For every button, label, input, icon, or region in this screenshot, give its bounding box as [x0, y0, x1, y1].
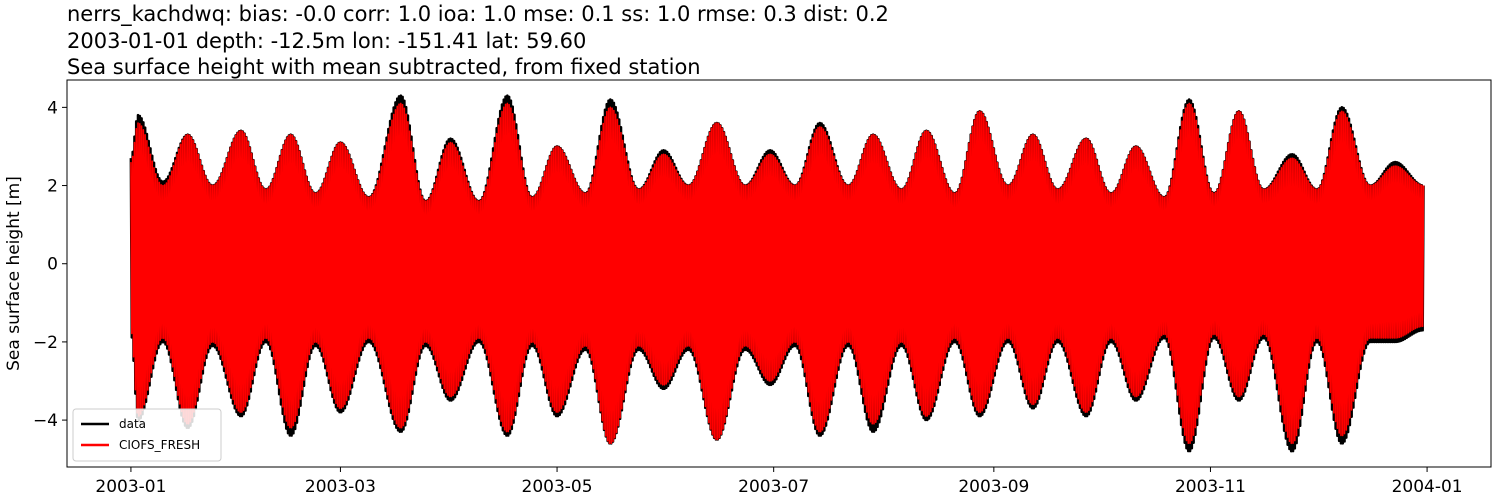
chart-title-line-2: 2003-01-01 depth: -12.5m lon: -151.41 la… — [67, 29, 587, 53]
legend-label-data: data — [119, 417, 146, 431]
x-tick-label: 2003-01 — [95, 477, 166, 497]
x-tick-label: 2003-09 — [958, 477, 1029, 497]
chart-title-line-1: nerrs_kachdwq: bias: -0.0 corr: 1.0 ioa:… — [67, 2, 889, 26]
y-tick-label: −4 — [33, 411, 58, 431]
x-tick-label: 2003-07 — [738, 477, 809, 497]
plot-frame — [66, 79, 1492, 468]
y-axis: 4 2 0 −2 −4 — [33, 98, 67, 431]
y-tick-label: 4 — [47, 98, 58, 118]
x-tick-label: 2003-03 — [305, 477, 376, 497]
series-layer — [129, 94, 1425, 453]
legend: data CIOFS_FRESH — [72, 408, 222, 462]
chart-title-line-3: Sea surface height with mean subtracted,… — [67, 55, 701, 79]
x-tick-label: 2004-01 — [1392, 477, 1463, 497]
series-line-ciofs-fresh — [130, 102, 1425, 445]
y-tick-label: 2 — [47, 177, 58, 197]
y-tick-label: 0 — [47, 255, 58, 275]
legend-label-ciofs-fresh: CIOFS_FRESH — [119, 438, 200, 452]
legend-box — [72, 408, 222, 462]
y-tick-label: −2 — [33, 333, 58, 353]
x-tick-label: 2003-11 — [1175, 477, 1246, 497]
x-tick-label: 2003-05 — [522, 477, 593, 497]
x-axis: 2003-01 2003-03 2003-05 2003-07 2003-09 2003-… — [95, 467, 1463, 497]
y-axis-label: Sea surface height [m] — [4, 176, 24, 371]
